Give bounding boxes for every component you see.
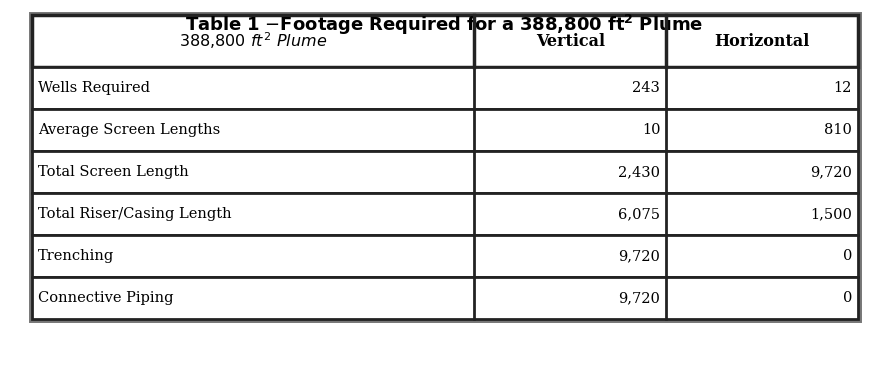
Text: Vertical: Vertical bbox=[536, 33, 605, 50]
Text: $\bf{Table\ 1\ \mathrm{-}Footage\ Required\ for\ a\ 388{,}800\ ft^2\ Plume}$: $\bf{Table\ 1\ \mathrm{-}Footage\ Requir… bbox=[185, 13, 703, 37]
Text: Wells Required: Wells Required bbox=[38, 81, 150, 95]
Text: 9,720: 9,720 bbox=[619, 249, 661, 263]
Text: 9,720: 9,720 bbox=[810, 165, 852, 179]
Text: 2,430: 2,430 bbox=[619, 165, 661, 179]
Text: 810: 810 bbox=[824, 123, 852, 137]
Text: 10: 10 bbox=[642, 123, 661, 137]
Bar bbox=[32, 15, 858, 319]
Bar bbox=[32, 15, 858, 67]
Bar bbox=[32, 193, 858, 235]
Text: 243: 243 bbox=[632, 81, 661, 95]
Text: Total Screen Length: Total Screen Length bbox=[38, 165, 188, 179]
Text: 1,500: 1,500 bbox=[810, 207, 852, 221]
Text: Horizontal: Horizontal bbox=[715, 33, 810, 50]
Text: $\it{388{,}800\ ft^2\ Plume}$: $\it{388{,}800\ ft^2\ Plume}$ bbox=[179, 31, 327, 51]
Text: Connective Piping: Connective Piping bbox=[38, 291, 173, 305]
Bar bbox=[32, 277, 858, 319]
Text: 9,720: 9,720 bbox=[619, 291, 661, 305]
Text: 0: 0 bbox=[843, 249, 852, 263]
Text: 0: 0 bbox=[843, 291, 852, 305]
Text: 12: 12 bbox=[834, 81, 852, 95]
Text: 6,075: 6,075 bbox=[619, 207, 661, 221]
Text: Average Screen Lengths: Average Screen Lengths bbox=[38, 123, 220, 137]
Bar bbox=[32, 67, 858, 109]
Bar bbox=[32, 109, 858, 151]
Text: Total Riser/Casing Length: Total Riser/Casing Length bbox=[38, 207, 232, 221]
Bar bbox=[32, 151, 858, 193]
Text: Trenching: Trenching bbox=[38, 249, 115, 263]
Bar bbox=[32, 235, 858, 277]
